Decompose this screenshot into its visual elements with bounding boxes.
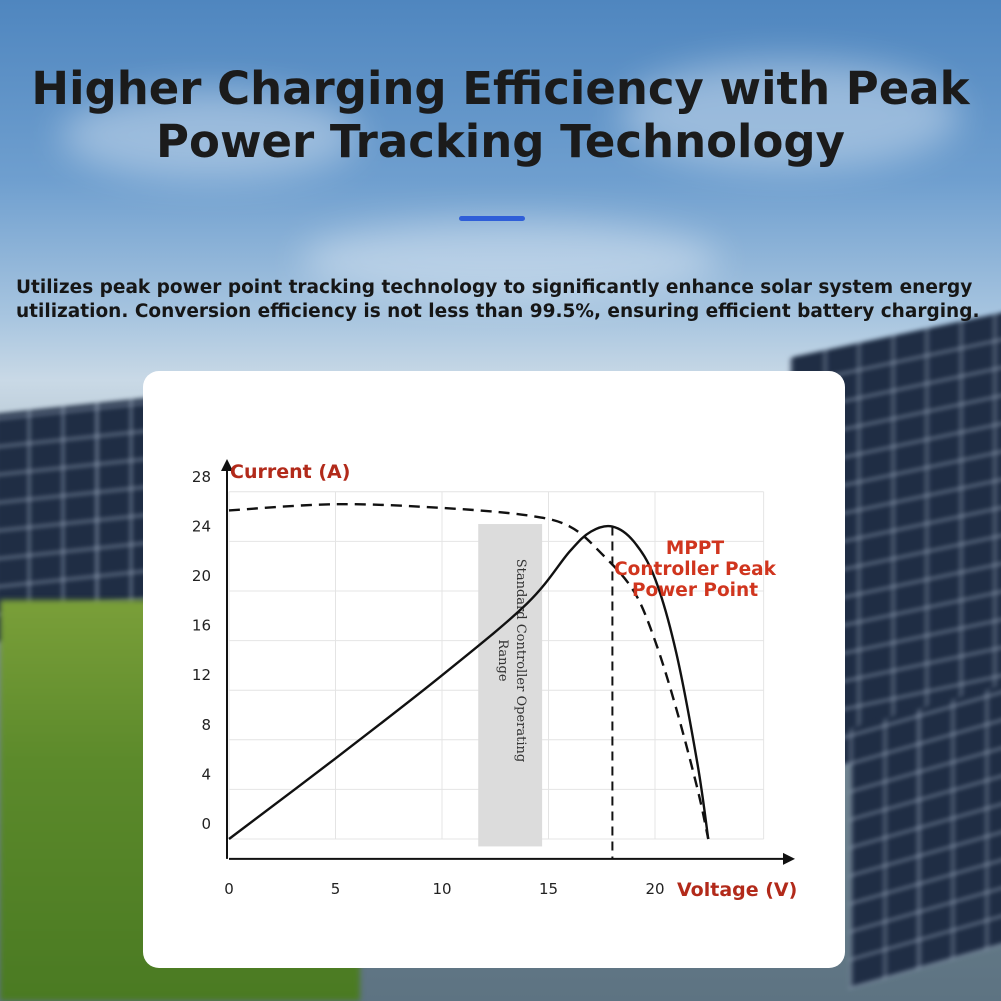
x-tick-label: 10 [432, 880, 451, 898]
x-tick-label: 15 [539, 880, 558, 898]
mppt-label-line-1: MPPT [666, 538, 725, 559]
x-axis-title: Voltage (V) [677, 879, 797, 901]
mppt-label-line-2: Controller Peak [614, 559, 777, 580]
y-tick-label: 12 [192, 666, 211, 684]
iv-curve-chart: Standard Controller OperatingRange 0 5 10 1… [192, 459, 797, 901]
x-tick-label: 0 [224, 880, 234, 898]
chart-axes [221, 459, 795, 865]
power-curve-solid [228, 524, 710, 840]
chart-card: Standard Controller OperatingRange 0 5 10 1… [143, 371, 845, 968]
y-axis-title: Current (A) [230, 461, 350, 483]
page-title: Higher Charging Efficiency with Peak Pow… [31, 62, 970, 168]
y-axis-arrow [221, 459, 233, 471]
x-axis-arrow [783, 852, 795, 865]
chart-ticks: 0 5 10 15 20 0 4 8 12 16 20 24 28 [192, 468, 665, 898]
current-curve-dashed [228, 502, 710, 840]
x-tick-label: 20 [645, 880, 664, 898]
y-tick-label: 0 [201, 815, 211, 833]
y-tick-label: 28 [192, 468, 211, 486]
mppt-label-line-3: Power Point [632, 580, 758, 601]
description-text: Utilizes peak power point tracking techn… [16, 277, 980, 322]
y-tick-label: 24 [192, 517, 211, 535]
y-tick-label: 4 [201, 765, 211, 783]
y-tick-label: 20 [192, 567, 211, 585]
standard-range-band [478, 524, 543, 847]
chart-curves [228, 502, 710, 859]
title-accent-bar [459, 216, 525, 221]
y-tick-label: 8 [201, 716, 211, 734]
x-tick-label: 5 [331, 880, 341, 898]
standard-range-label: Standard Controller OperatingRange [495, 559, 528, 762]
y-tick-label: 16 [192, 617, 211, 635]
